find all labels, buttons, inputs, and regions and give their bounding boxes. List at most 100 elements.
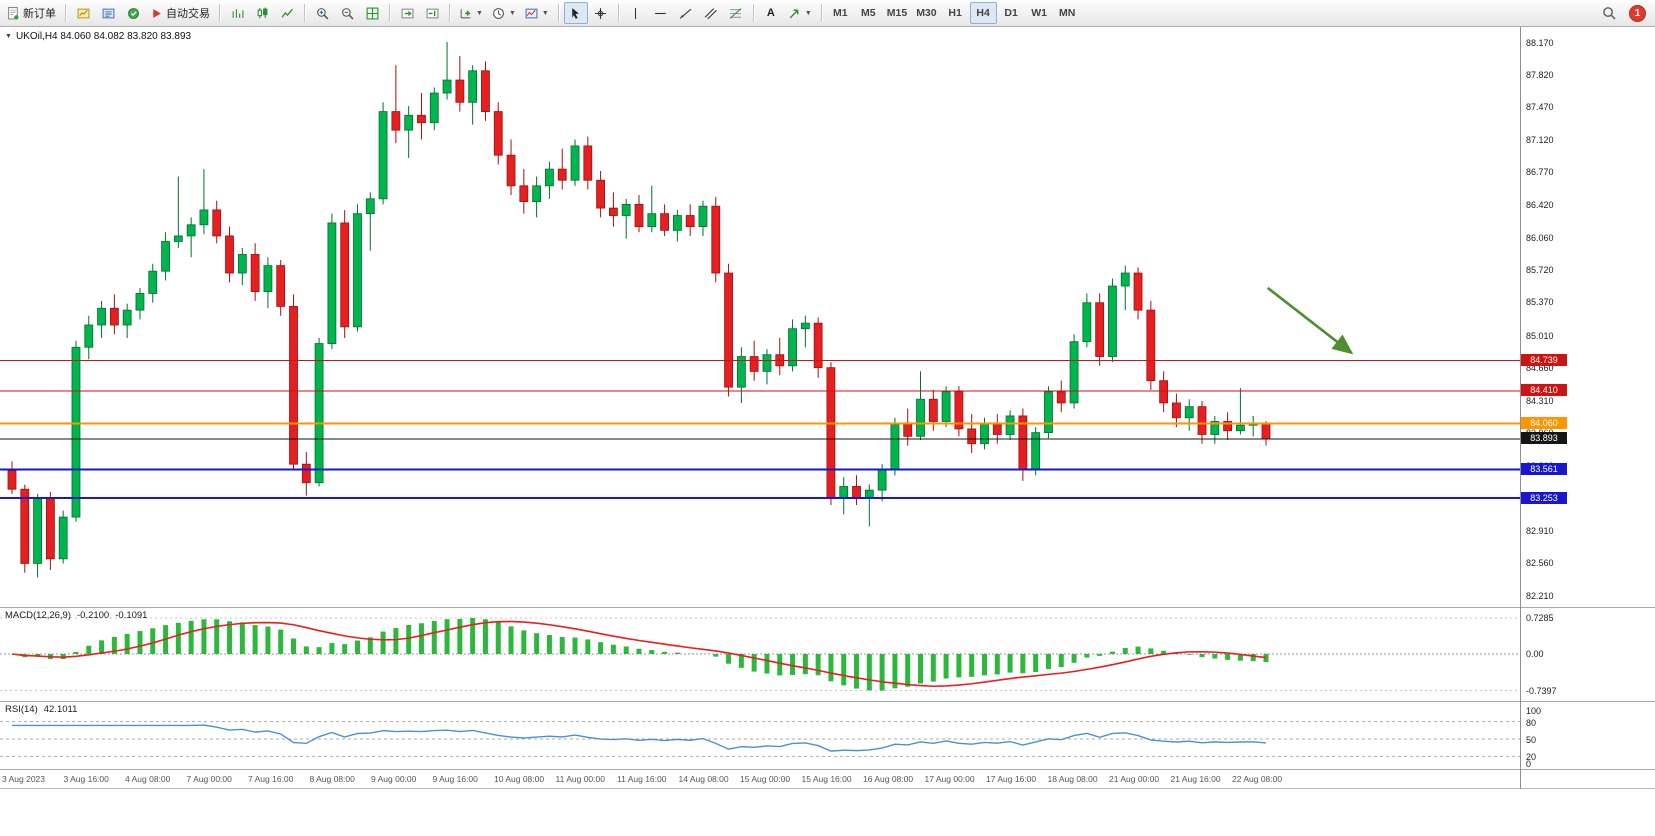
time-axis-label: 16 Aug 08:00: [863, 774, 914, 784]
symbol-info: ▼ UKOil,H4 84.060 84.082 83.820 83.893: [5, 31, 191, 42]
macd-axis-label: 0.00: [1526, 649, 1544, 659]
toolbar-separator: [389, 4, 390, 22]
periods-button[interactable]: ▼: [488, 2, 520, 24]
time-axis-label: 21 Aug 16:00: [1170, 774, 1221, 784]
trend-arrow-annotation[interactable]: [1266, 286, 1354, 355]
vertical-line-tool-button[interactable]: [624, 2, 648, 24]
navigator-button[interactable]: [96, 2, 120, 24]
rsi-axis-label: 80: [1526, 717, 1537, 728]
time-axis-label: 17 Aug 00:00: [924, 774, 975, 784]
toolbar-right-group: 1: [1597, 2, 1652, 24]
navigator-icon: [102, 8, 114, 18]
templates-icon: [525, 8, 538, 18]
auto-trading-icon: [153, 8, 161, 18]
time-axis-label: 21 Aug 00:00: [1109, 774, 1160, 784]
price-axis-label: 87.470: [1526, 102, 1554, 113]
trendline-icon: [680, 8, 692, 19]
crosshair-icon: [595, 7, 607, 19]
macd-axis-label: -0.7397: [1526, 685, 1557, 696]
chart-shift-button[interactable]: [420, 2, 444, 24]
zoom-in-icon: [316, 7, 328, 19]
rsi-chart-canvas[interactable]: [0, 702, 1520, 769]
tile-windows-button[interactable]: [360, 2, 384, 24]
horizontal-line-tool-button[interactable]: [649, 2, 673, 24]
cursor-tool-button[interactable]: [563, 2, 588, 24]
price-level-tag: 83.253: [1521, 491, 1567, 504]
horizontal-line-icon: [655, 12, 667, 14]
fibonacci-tool-button[interactable]: [724, 2, 748, 24]
one-click-trading-toggle[interactable]: ▼: [5, 33, 12, 40]
clock-icon: [493, 7, 504, 19]
time-axis-label: 9 Aug 16:00: [432, 774, 478, 784]
price-axis-label: 88.170: [1526, 37, 1554, 48]
time-axis-label: 3 Aug 16:00: [63, 774, 109, 784]
bar-chart-button[interactable]: [225, 2, 249, 24]
new-order-icon: [8, 6, 19, 19]
channel-tool-button[interactable]: [699, 2, 723, 24]
line-chart-button[interactable]: [275, 2, 299, 24]
timeframe-h1-button[interactable]: H1: [948, 7, 962, 19]
zoom-out-button[interactable]: [335, 2, 359, 24]
notification-badge[interactable]: 1: [1629, 4, 1646, 22]
rsi-axis-label: 50: [1526, 735, 1537, 745]
terminal-icon: [127, 7, 139, 19]
auto-trading-button[interactable]: 自动交易: [146, 2, 214, 24]
price-level-tag: 84.739: [1521, 353, 1567, 366]
terminal-button[interactable]: [121, 2, 145, 24]
crosshair-tool-button[interactable]: [589, 2, 613, 24]
timeframe-mn-button[interactable]: MN: [1058, 7, 1076, 19]
macd-main-value: -0.2100: [77, 610, 110, 621]
candles: [7, 42, 1271, 578]
auto-trading-label: 自动交易: [166, 8, 210, 20]
time-axis-label: 7 Aug 00:00: [186, 774, 232, 784]
time-axis-label: 15 Aug 00:00: [740, 774, 791, 784]
indicators-icon: [460, 8, 471, 18]
text-tool-label: A: [766, 7, 775, 19]
price-axis-separator: [1520, 27, 1521, 789]
auto-scroll-button[interactable]: [395, 2, 419, 24]
price-axis-label: 82.210: [1526, 590, 1554, 601]
toolbar-separator: [65, 4, 66, 22]
time-axis-label: 15 Aug 16:00: [801, 774, 852, 784]
timeframe-m1-button[interactable]: M1: [832, 7, 848, 19]
zoom-out-icon: [341, 7, 353, 19]
price-axis-label: 82.560: [1526, 558, 1554, 569]
candlestick-chart-button[interactable]: [250, 2, 274, 24]
price-axis-label: 85.370: [1526, 297, 1554, 308]
price-axis-label: 84.310: [1526, 395, 1554, 406]
zoom-in-button[interactable]: [310, 2, 334, 24]
new-order-button[interactable]: 新订单: [3, 2, 60, 24]
chevron-down-icon: ▼: [541, 9, 549, 17]
toolbar: 新订单 自动交易 ▼ ▼: [0, 0, 1655, 27]
time-axis[interactable]: 3 Aug 2023 3 Aug 16:00 4 Aug 08:00 7 Aug 00…: [0, 770, 1655, 789]
toolbar-separator: [820, 4, 822, 22]
trendline-tool-button[interactable]: [674, 2, 698, 24]
toolbar-separator: [617, 4, 619, 22]
price-chart-canvas[interactable]: [0, 27, 1520, 607]
time-axis-label: 10 Aug 08:00: [494, 774, 545, 784]
timeframe-w1-button[interactable]: W1: [1031, 7, 1047, 19]
time-axis-label: 22 Aug 08:00: [1232, 774, 1283, 784]
text-tool-button[interactable]: A: [759, 2, 783, 24]
price-axis-label: 82.910: [1526, 525, 1554, 536]
equidistant-channel-icon: [705, 7, 718, 19]
timeframe-d1-button[interactable]: D1: [1004, 7, 1018, 19]
arrows-tool-button[interactable]: ▼: [784, 2, 816, 24]
timeframe-m15-button[interactable]: M15: [886, 7, 908, 19]
auto-scroll-icon: [401, 8, 413, 18]
price-axis-label: 86.060: [1526, 233, 1554, 244]
macd-chart-canvas[interactable]: [0, 608, 1520, 701]
chart-area: ▼ UKOil,H4 84.060 84.082 83.820 83.893 8…: [0, 27, 1655, 836]
timeframe-m5-button[interactable]: M5: [860, 7, 876, 19]
timeframe-m30-button[interactable]: M30: [916, 7, 937, 19]
price-axis-label: 87.820: [1526, 69, 1554, 80]
timeframe-h4-button[interactable]: H4: [969, 2, 997, 24]
indicators-button[interactable]: ▼: [455, 2, 487, 24]
bar-chart-icon: [232, 8, 243, 18]
search-button[interactable]: [1597, 2, 1621, 24]
toolbar-separator: [219, 4, 220, 22]
market-watch-button[interactable]: [71, 2, 95, 24]
templates-button[interactable]: ▼: [521, 2, 553, 24]
price-level-tag: 84.410: [1521, 384, 1567, 397]
horizontal-level-lines[interactable]: [0, 359, 1520, 500]
